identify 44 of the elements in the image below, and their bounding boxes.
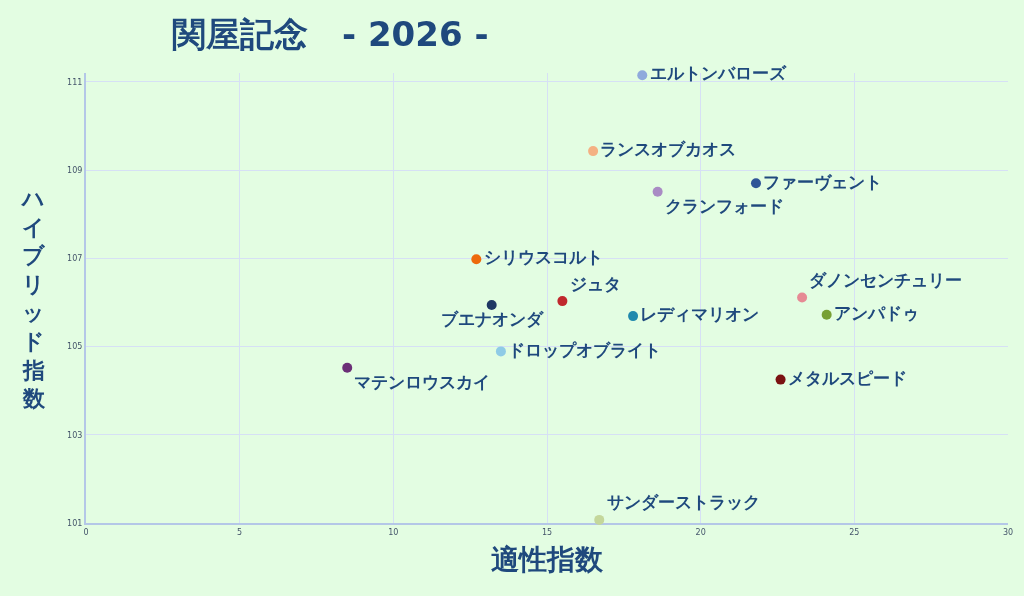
series-label: マテンロウスカイ — [354, 371, 491, 392]
series-label: ダノンセンチュリー — [809, 270, 963, 291]
point — [797, 292, 808, 303]
y-tick-label: 101 — [67, 518, 83, 528]
series-label: ドロップオブライト — [508, 339, 662, 360]
series-label: エルトンバローズ — [649, 63, 787, 84]
point — [495, 346, 506, 357]
point — [342, 362, 353, 373]
x-tick-label: 30 — [1002, 527, 1014, 537]
x-axis-title: 適性指数 — [491, 543, 604, 577]
x-tick-label: 15 — [541, 527, 553, 537]
y-tick-label: 111 — [67, 77, 83, 87]
point — [471, 254, 482, 265]
series-label: ブエナオンダ — [440, 309, 544, 330]
x-tick-label: 10 — [388, 527, 399, 537]
y-axis-title: ハイブリッド指数 — [20, 186, 46, 412]
point — [628, 311, 639, 322]
point — [594, 514, 605, 525]
series-label: ランスオブカオス — [600, 139, 737, 160]
point — [821, 309, 832, 320]
y-tick-label: 105 — [67, 342, 83, 352]
x-tick-label: 0 — [83, 527, 89, 537]
series-label: アンパドゥ — [833, 303, 919, 324]
series-label: シリウスコルト — [483, 247, 603, 268]
series-label: メタルスピード — [787, 367, 907, 388]
series-label: クランフォード — [664, 195, 784, 216]
point — [486, 300, 497, 311]
x-tick-label: 5 — [237, 527, 243, 537]
point — [652, 186, 663, 197]
series-label: レディマリオン — [640, 304, 760, 325]
chart-title: 関屋記念 - 2026 - — [172, 13, 489, 54]
series-label: ジュタ — [569, 273, 621, 294]
point — [775, 374, 786, 385]
point — [557, 296, 568, 307]
point — [588, 146, 599, 157]
point — [750, 178, 761, 189]
y-tick-label: 109 — [67, 165, 83, 175]
x-tick-label: 25 — [849, 527, 860, 537]
y-tick-label: 107 — [67, 254, 83, 264]
series-label: サンダーストラック — [606, 492, 760, 513]
series-label: ファーヴェント — [763, 171, 883, 192]
point — [637, 70, 648, 81]
y-tick-label: 103 — [67, 430, 83, 440]
x-tick-label: 20 — [695, 527, 706, 537]
